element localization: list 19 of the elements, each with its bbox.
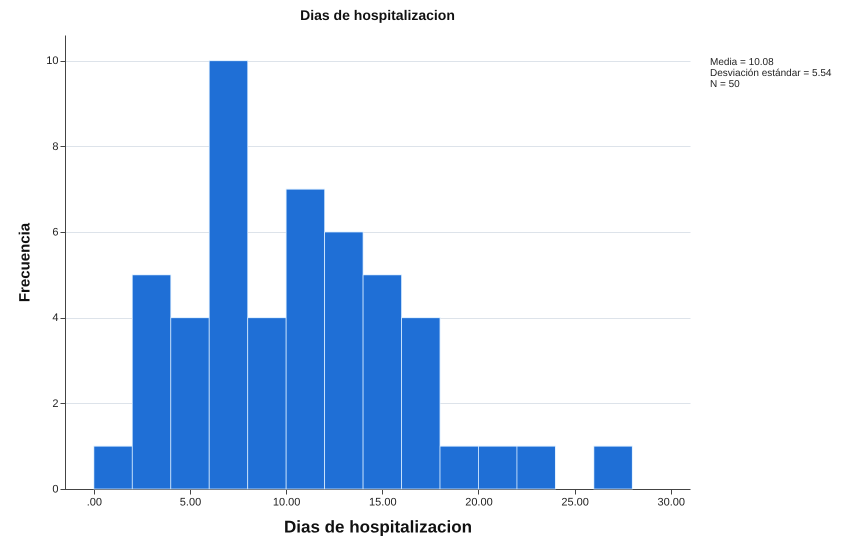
text: Media = 10.08	[710, 57, 774, 68]
y-axis-title: Frecuencia	[16, 222, 34, 302]
text: Desviación estándar = 5.54	[710, 68, 832, 79]
x-tick-label: 15.00	[369, 496, 397, 508]
x-axis-title: Dias de hospitalizacion	[284, 518, 472, 536]
y-tick-label: 4	[52, 312, 58, 324]
y-tick-label: 6	[52, 226, 58, 239]
x-tick-label: 20.00	[465, 496, 493, 508]
y-tick-label: 2	[52, 398, 58, 410]
x-tick-label: .00	[86, 496, 102, 508]
y-tick-label: 8	[52, 140, 58, 153]
x-tick-label: 5.00	[180, 496, 202, 508]
y-tick-label: 10	[46, 55, 58, 68]
chart-title: Dias de hospitalizacion	[300, 7, 455, 23]
x-tick-label: 25.00	[561, 496, 589, 508]
y-tick-label: 0	[52, 484, 58, 496]
text: N = 50	[710, 79, 740, 90]
x-tick-label: 30.00	[658, 496, 686, 508]
x-tick-label: 10.00	[272, 496, 300, 508]
